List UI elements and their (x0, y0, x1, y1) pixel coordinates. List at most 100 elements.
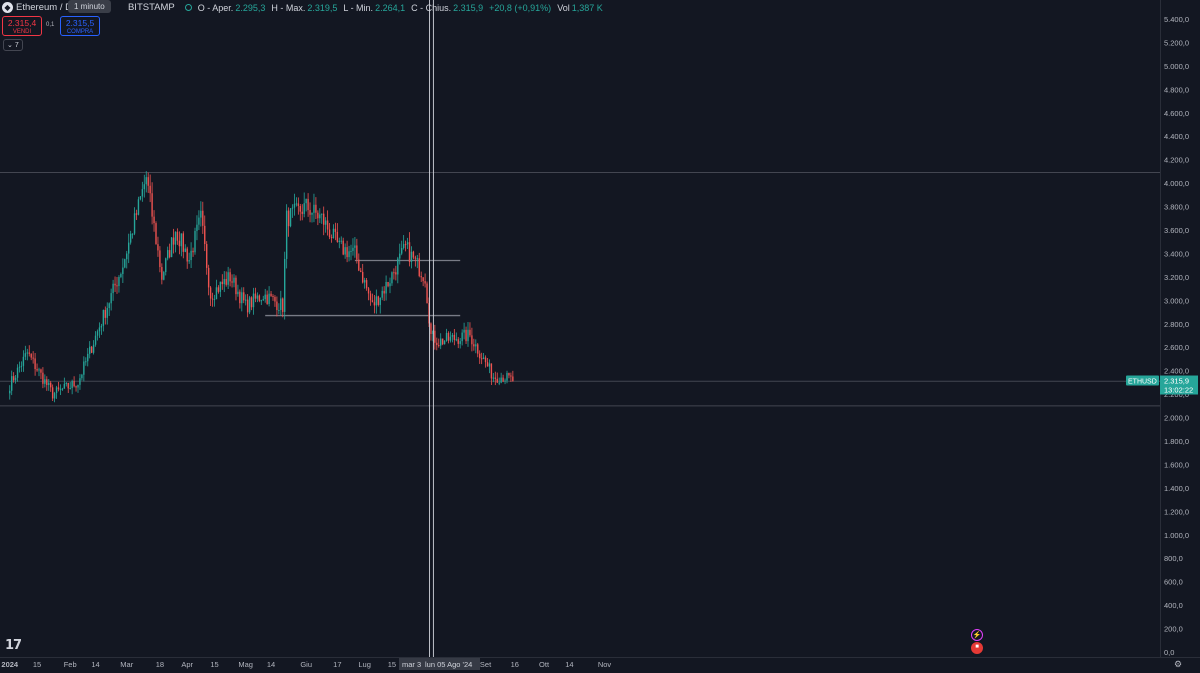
candle-body (172, 237, 175, 245)
open-value: 2.295,3 (235, 2, 266, 13)
candle-body (360, 270, 362, 272)
y-tick-label: 800,0 (1164, 554, 1183, 563)
candle-body (141, 189, 144, 197)
symbol-title[interactable]: Ethereum / D (16, 2, 72, 13)
candle-body (213, 299, 216, 301)
candle-body (346, 247, 348, 258)
buy-label: COMPRA (66, 29, 94, 35)
candle-body (108, 303, 110, 309)
candle-body (206, 244, 208, 268)
candle-body (354, 245, 356, 248)
candle-body (50, 382, 52, 388)
candle-body (438, 345, 440, 347)
candle-body (494, 377, 496, 379)
candle-body (307, 198, 309, 211)
candle-body (178, 240, 181, 247)
candle-body (276, 301, 278, 311)
y-tick-label: 4.600,0 (1164, 109, 1189, 118)
candle-body (449, 336, 452, 341)
candle-body (176, 231, 179, 241)
volume-value: 1,387 K (571, 2, 603, 13)
candle-body (44, 379, 46, 384)
candle-body (477, 344, 479, 354)
sell-button[interactable]: 2.315,4 VENDI (2, 16, 42, 36)
candle-body (12, 376, 15, 381)
candle-body (311, 212, 313, 215)
lightning-event-icon[interactable]: ⚡ (971, 629, 983, 641)
candle-body (87, 353, 89, 362)
candle-body (416, 258, 418, 260)
candle-body (358, 259, 360, 271)
candle-body (46, 379, 48, 386)
indicators-toggle[interactable]: ⌄ 7 (3, 39, 23, 51)
candle-body (473, 344, 475, 347)
buy-button[interactable]: 2.315,5 COMPRA (60, 16, 100, 36)
candle-body (51, 387, 54, 399)
x-tick-label: 14 (565, 660, 573, 669)
candle-body (350, 250, 352, 252)
exchange-name: BITSTAMP (127, 2, 175, 13)
us-flag-event-icon[interactable]: ■ (971, 642, 983, 654)
candle-body (120, 273, 122, 277)
candle-body (375, 296, 378, 306)
candle-body (235, 277, 237, 295)
candle-body (192, 250, 194, 253)
candle-body (451, 334, 454, 337)
candle-body (16, 367, 19, 378)
candle-body (479, 353, 481, 359)
candle-body (285, 210, 288, 259)
last-price-box (1160, 375, 1198, 395)
symbol-price-tag (1126, 375, 1159, 386)
y-tick-label: 3.800,0 (1164, 203, 1189, 212)
candle-body (408, 242, 411, 262)
candle-body (11, 376, 13, 391)
candle-body (323, 213, 325, 225)
low-label: L - Min. (343, 2, 374, 13)
candle-body (28, 352, 30, 354)
y-tick-label: 2.600,0 (1164, 343, 1189, 352)
candle-body (217, 287, 220, 292)
candle-body (159, 250, 161, 268)
x-tick-label: Set (480, 660, 492, 669)
tradingview-logo[interactable]: 17 (5, 638, 22, 653)
candle-body (414, 257, 417, 259)
candle-body (165, 258, 167, 273)
x-tick-label: 14 (91, 660, 99, 669)
candle-body (110, 293, 112, 304)
candle-body (188, 260, 190, 262)
candle-body (94, 335, 97, 345)
candle-body (42, 372, 44, 384)
candle-body (167, 250, 169, 259)
y-tick-label: 3.400,0 (1164, 249, 1189, 258)
candle-body (227, 272, 229, 285)
candle-body (151, 193, 153, 217)
candle-body (30, 353, 32, 358)
candle-body (254, 293, 257, 299)
candle-body (492, 377, 495, 379)
candle-body (77, 384, 79, 388)
candle-body (200, 210, 202, 218)
candle-body (363, 280, 366, 283)
y-tick-label: 3.600,0 (1164, 226, 1189, 235)
candle-body (280, 298, 282, 310)
candle-body (401, 247, 403, 254)
gear-icon[interactable]: ⚙ (1174, 659, 1183, 669)
candle-body (124, 259, 126, 268)
candle-body (38, 369, 40, 371)
candle-body (122, 267, 124, 274)
candle-body (149, 185, 151, 194)
price-tag-symbol: ETHUSD (1128, 379, 1157, 386)
candle-body (512, 376, 514, 382)
x-tick-label: Mar (120, 660, 133, 669)
candle-body (18, 366, 21, 368)
candle-body (65, 382, 67, 384)
candle-body (352, 247, 354, 251)
candle-body (293, 203, 296, 208)
y-tick-label: 2.800,0 (1164, 320, 1189, 329)
candle-body (229, 272, 231, 282)
y-tick-label: 2.400,0 (1164, 367, 1189, 376)
candle-body (241, 292, 243, 304)
candle-body (143, 184, 145, 190)
candle-body (348, 251, 350, 258)
